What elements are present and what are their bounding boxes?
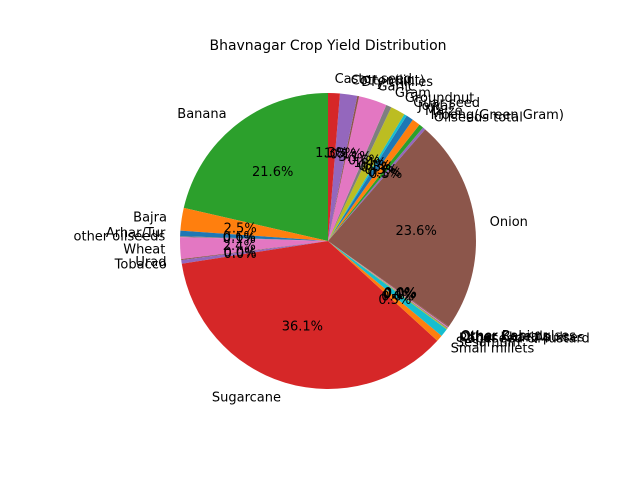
pie-pct-label-maize: 0.3% xyxy=(364,163,397,178)
pie-slice-groundnut xyxy=(328,107,405,241)
pie-pct-label-gram: 0.6% xyxy=(348,154,381,169)
pie-pct-label-garlic: 3.1% xyxy=(338,150,371,165)
pie-pct-label-wheat: 2.4% xyxy=(223,239,256,254)
pie-category-label-rapeseed-mustard: Rapeseed &Mustard xyxy=(459,331,590,346)
pie-slice-urad xyxy=(181,241,328,261)
chart-title: Bhavnagar Crop Yield Distribution xyxy=(209,38,446,54)
pie-pct-label-rapeseed-mustard: 0.1% xyxy=(383,287,416,302)
pie-category-label-tobacco: Tobacco xyxy=(114,257,167,272)
pie-slice-castor-seed xyxy=(328,93,340,241)
pie-category-label-jowar: Jowar xyxy=(417,99,454,114)
pie-pct-label-other-oilseeds: 0.1% xyxy=(223,232,256,247)
pie-category-label-other-cereals: Other Cereals xyxy=(460,330,550,345)
pie-category-label-wheat: Wheat xyxy=(123,242,165,257)
pie-pct-label-sugarcane: 36.1% xyxy=(282,320,323,335)
pie-category-label-banana: Banana xyxy=(177,107,226,122)
pie-category-label-other-rabi-pulses: Other Rabi pulses xyxy=(461,329,577,344)
pie-slice-garlic xyxy=(328,96,387,241)
pie-category-label-moong-green-gram: Moong(Green Gram) xyxy=(431,108,564,123)
pie-slice-moong-green-gram xyxy=(328,124,424,241)
pie-category-label-gram: Gram xyxy=(395,86,431,101)
pie-category-label-urad: Urad xyxy=(135,255,166,270)
pie-pct-label-other-cereals: 0.0% xyxy=(384,286,417,301)
pie-category-label-bajra: Bajra xyxy=(133,211,167,226)
pie-category-label-cotton-lint: Cotton(lint) xyxy=(351,73,425,88)
pie-slice-jowar xyxy=(328,115,413,241)
pie-pct-label-tobacco: 0.0% xyxy=(224,247,257,262)
pie-slice-sesamum xyxy=(328,241,447,336)
pie-pct-label-cotton-lint: 1.8% xyxy=(324,147,357,162)
pie-slice-other-cereals xyxy=(328,241,449,328)
pie-pct-label-moong-green-gram: 0.1% xyxy=(367,166,400,181)
pie-category-label-oilseeds-total: Oilseeds total xyxy=(434,111,523,126)
pie-category-label-guar-seed: Guar seed xyxy=(413,96,480,111)
pie-slice-guar-seed xyxy=(328,114,407,241)
pie-slice-arhar-tur xyxy=(180,230,328,241)
pie-slice-tobacco xyxy=(181,241,328,264)
pie-category-label-garlic: Garlic xyxy=(377,79,415,94)
pie-pct-label-arhar-tur: 0.6% xyxy=(223,230,256,245)
pie-category-label-castor-seed: Castor seed xyxy=(335,72,412,87)
pie-pct-label-bajra: 2.5% xyxy=(224,221,257,236)
pie-category-label-maize: Maize xyxy=(425,104,463,119)
pie-slice-wheat xyxy=(180,237,328,260)
pie-slice-cotton-lint xyxy=(328,93,358,241)
pie-slice-maize xyxy=(328,119,420,241)
pie-slices xyxy=(180,93,477,389)
pie-slice-rapeseed-mustard xyxy=(328,241,448,330)
pie-category-label-other-kharif-pulses: Other Kharif pulses xyxy=(459,330,584,345)
pie-category-label-sesamum: Sesamum xyxy=(456,335,521,350)
pie-pct-label-other-kharif-pulses: 0.0% xyxy=(383,287,416,302)
pie-slice-dry-chillies xyxy=(328,95,360,241)
pie-pct-label-onion: 23.6% xyxy=(396,224,437,239)
pie-category-label-small-millets: Small millets xyxy=(451,342,535,357)
pie-slice-other-oilseeds xyxy=(180,236,328,241)
pie-slice-other-rabi-pulses xyxy=(328,241,449,328)
pie-pct-label-castor-seed: 1.3% xyxy=(315,146,348,161)
pie-slice-gram xyxy=(328,104,392,241)
pie-pct-label-small-millets: 0.5% xyxy=(378,293,411,308)
pie-pct-label-oilseeds-total: 0.5% xyxy=(369,167,402,182)
pie-category-label-arhar-tur: Arhar/Tur xyxy=(106,226,166,241)
pie-category-label-other-oilseeds: other oilseeds xyxy=(74,230,166,245)
pie-pct-label-sesamum: 0.0% xyxy=(381,289,414,304)
pie-pct-label-jowar: 0.5% xyxy=(361,160,394,175)
pie-pct-label-guar-seed: 0.1% xyxy=(358,159,391,174)
pie-pct-label-dry-chillies: 0.1% xyxy=(330,148,363,163)
pie-slice-other-kharif-pulses xyxy=(328,241,448,329)
pie-category-label-groundnut: Groundnut xyxy=(405,91,474,106)
pie-slice-sugarcane xyxy=(181,241,438,389)
pie-pct-label-urad: 0.0% xyxy=(223,246,256,261)
pie-slice-banana xyxy=(183,93,328,241)
pie-slice-onion xyxy=(328,129,477,327)
pie-pct-label-groundnut: 1.4% xyxy=(353,156,386,171)
pie-category-label-sugarcane: Sugarcane xyxy=(212,390,281,405)
pie-slice-oilseeds-total xyxy=(328,127,426,241)
pie-category-label-dry-chillies: Dry chillies xyxy=(361,75,433,90)
pie-pct-label-other-rabi-pulses: 0.0% xyxy=(384,286,417,301)
pie-percentage-labels: 21.6%2.5%0.6%0.1%2.4%0.0%0.0%36.1%0.5%0.… xyxy=(223,146,437,335)
pie-pct-label-banana: 21.6% xyxy=(252,165,293,180)
pie-slice-bajra xyxy=(180,207,328,241)
pie-category-label-onion: Onion xyxy=(490,215,528,230)
pie-slice-small-millets xyxy=(328,241,442,341)
